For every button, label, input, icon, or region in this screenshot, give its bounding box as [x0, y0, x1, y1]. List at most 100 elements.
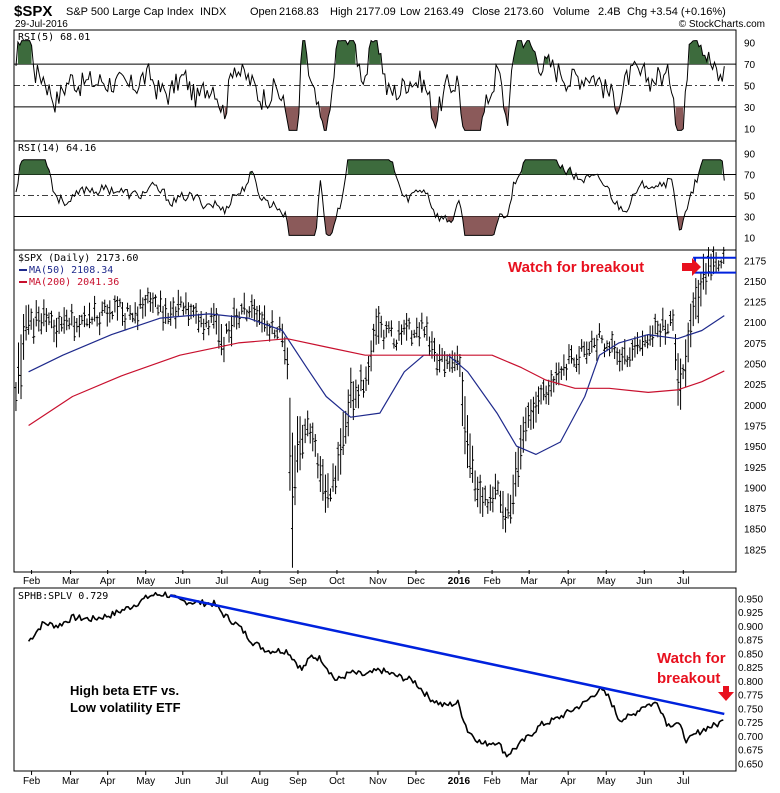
rsi-tick-label: 30: [744, 213, 756, 224]
oversold-fill: [447, 216, 454, 223]
ratio-month-label: Nov: [369, 776, 387, 787]
price-tick-label: 1875: [744, 504, 767, 515]
price-month-label: May: [136, 576, 155, 587]
price-month-label: Apr: [560, 576, 576, 587]
ratio-line: [27, 591, 724, 758]
price-month-label: Apr: [100, 576, 116, 587]
breakout-annotation-price: Watch for breakout: [508, 259, 644, 276]
chg-label: Chg: [627, 6, 647, 18]
rsi-tick-label: 10: [744, 124, 756, 135]
symbol-title: $SPX: [14, 3, 52, 20]
exchange-label: INDX: [200, 6, 227, 18]
ratio-tick-label: 0.775: [738, 691, 763, 702]
overbought-fill: [521, 159, 573, 175]
price-month-label: Jun: [636, 576, 652, 587]
price-tick-label: 2025: [744, 380, 767, 391]
ratio-tick-label: 0.725: [738, 718, 763, 729]
volume-value: 2.4B: [598, 6, 621, 18]
ratio-plot: [27, 591, 725, 758]
rsi5-title: RSI(5) 68.01: [18, 32, 90, 43]
ratio-tick-label: 0.800: [738, 677, 763, 688]
rsi-tick-label: 10: [744, 234, 756, 245]
ratio-month-label: Oct: [329, 776, 345, 787]
ratio-tick-label: 0.700: [738, 732, 763, 743]
rsi14-title: RSI(14) 64.16: [18, 143, 96, 154]
ratio-month-label: Jul: [677, 776, 690, 787]
close-value: 2173.60: [504, 6, 544, 18]
oversold-fill: [675, 106, 684, 131]
ratio-month-label: 2016: [448, 776, 471, 787]
price-month-label: Jul: [677, 576, 690, 587]
low-label: Low: [400, 6, 420, 18]
ma200-line: [28, 338, 725, 427]
rsi14-plot: [14, 159, 736, 236]
high-value: 2177.09: [356, 6, 396, 18]
price-tick-label: 1975: [744, 421, 767, 432]
price-month-label: Oct: [329, 576, 345, 587]
price-month-label: Mar: [521, 576, 539, 587]
rsi-tick-label: 50: [744, 192, 756, 203]
ratio-month-label: Feb: [23, 776, 41, 787]
open-value: 2168.83: [279, 6, 319, 18]
price-month-label: Jun: [175, 576, 191, 587]
ratio-title: SPHB:SPLV 0.729: [18, 591, 108, 602]
ratio-month-label: Jul: [215, 776, 228, 787]
high-label: High: [330, 6, 353, 18]
price-tick-label: 2150: [744, 277, 767, 288]
ratio-note-line2: Low volatility ETF: [70, 700, 181, 715]
ratio-month-label: May: [136, 776, 155, 787]
price-tick-label: 1825: [744, 545, 767, 556]
oversold-fill: [320, 106, 331, 131]
price-month-label: Feb: [23, 576, 41, 587]
breakout-annotation-ratio-line1: Watch for: [657, 650, 726, 667]
price-month-label: Sep: [289, 576, 307, 587]
chg-value: +3.54 (+0.16%): [650, 6, 726, 18]
oversold-fill: [460, 106, 485, 131]
ratio-note-line1: High beta ETF vs.: [70, 683, 179, 698]
price-tick-label: 2125: [744, 298, 767, 309]
ratio-month-label: Mar: [521, 776, 539, 787]
price-tick-label: 2100: [744, 318, 767, 329]
ratio-tick-label: 0.825: [738, 663, 763, 674]
brand-credit: © StockCharts.com: [679, 19, 765, 30]
ratio-month-label: Feb: [483, 776, 501, 787]
rsi5-plot: [14, 39, 736, 131]
ma50-legend: MA(50) 2108.34: [29, 265, 113, 276]
price-tick-label: 2075: [744, 339, 767, 350]
price-tick-label: 1850: [744, 525, 767, 536]
ratio-tick-label: 0.875: [738, 636, 763, 647]
price-plot: [14, 246, 736, 568]
rsi-tick-label: 70: [744, 60, 756, 71]
close-label: Close: [472, 6, 500, 18]
ratio-tick-label: 0.850: [738, 649, 763, 660]
price-month-label: Mar: [62, 576, 80, 587]
oversold-fill: [324, 216, 336, 236]
overbought-fill: [19, 159, 50, 175]
ma200-legend: MA(200) 2041.36: [29, 277, 119, 288]
rsi-line: [15, 159, 725, 236]
overbought-fill: [17, 40, 32, 65]
arrow-down-icon: [718, 686, 734, 701]
overbought-fill: [335, 40, 356, 65]
price-panel-frame: [13, 249, 737, 573]
price-tick-label: 2050: [744, 360, 767, 371]
price-tick-label: 2175: [744, 256, 767, 267]
ratio-panel-frame: [13, 587, 737, 772]
rsi-line: [15, 39, 725, 131]
ratio-tick-label: 0.675: [738, 746, 763, 757]
price-title: $SPX (Daily) 2173.60: [18, 253, 138, 264]
rsi-tick-label: 30: [744, 103, 756, 114]
ratio-month-label: May: [597, 776, 616, 787]
overbought-fill: [347, 159, 395, 175]
axis-labels: 10 30 50 70 90 10 30 50 70 90 1825 1850 1875 1900 1925…: [23, 39, 767, 787]
price-month-label: Jul: [215, 576, 228, 587]
price-month-label: Feb: [483, 576, 501, 587]
oversold-fill: [287, 216, 317, 236]
rsi-tick-label: 50: [744, 82, 756, 93]
rsi-tick-label: 90: [744, 39, 756, 50]
price-tick-label: 1900: [744, 483, 767, 494]
oversold-fill: [431, 106, 438, 128]
ratio-month-label: Sep: [289, 776, 307, 787]
volume-label: Volume: [553, 6, 590, 18]
